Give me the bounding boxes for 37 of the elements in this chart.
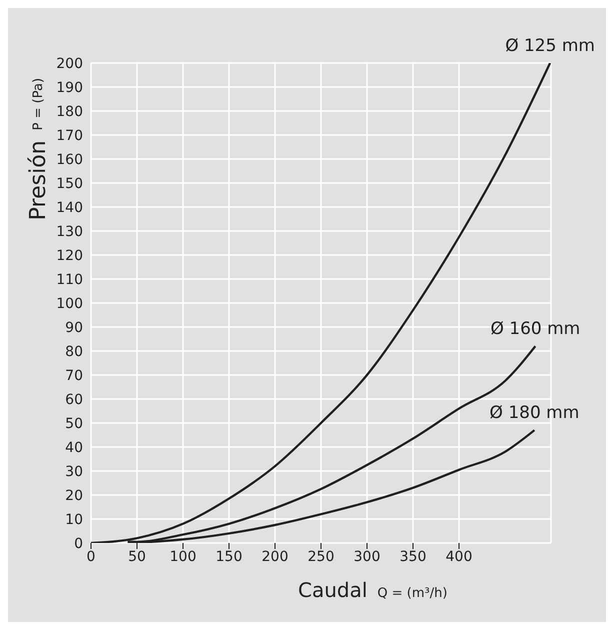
y-tick-label: 60 bbox=[65, 392, 83, 408]
y-tick-label: 120 bbox=[56, 248, 83, 264]
y-axis-title: Presión bbox=[26, 140, 51, 220]
x-tick-label: 150 bbox=[216, 548, 242, 565]
x-tick-label: 0 bbox=[86, 548, 96, 565]
y-tick-label: 190 bbox=[56, 80, 83, 96]
y-tick-label: 20 bbox=[65, 488, 83, 504]
x-axis-title: Caudal bbox=[298, 578, 368, 602]
series-label: Ø 180 mm bbox=[490, 403, 580, 424]
y-tick-label: 70 bbox=[65, 368, 83, 384]
y-tick-label: 80 bbox=[65, 344, 83, 360]
y-tick-label: 0 bbox=[74, 536, 83, 552]
x-tick-label: 50 bbox=[128, 548, 146, 565]
y-tick-label: 110 bbox=[56, 272, 83, 288]
text: Q = (m³/h) bbox=[377, 586, 448, 601]
y-tick-label: 40 bbox=[65, 440, 83, 456]
y-tick-label: 200 bbox=[56, 56, 83, 72]
series-label: Ø 125 mm bbox=[505, 36, 595, 56]
x-tick-label: 350 bbox=[400, 548, 426, 565]
x-tick-label: 100 bbox=[170, 548, 196, 565]
y-tick-label: 30 bbox=[65, 464, 83, 480]
x-tick-label: 250 bbox=[308, 548, 334, 565]
y-tick-label: 50 bbox=[65, 416, 83, 432]
y-tick-label: 10 bbox=[65, 512, 83, 528]
x-tick-label: 200 bbox=[262, 548, 288, 565]
series-label: Ø 160 mm bbox=[490, 319, 580, 340]
y-tick-label: 170 bbox=[56, 128, 83, 144]
y-tick-label: 150 bbox=[56, 176, 83, 192]
y-tick-label: 140 bbox=[56, 200, 83, 216]
y-tick-label: 160 bbox=[56, 152, 83, 168]
x-tick-label: 300 bbox=[354, 548, 380, 565]
text: P = (Pa) bbox=[31, 78, 46, 130]
y-tick-label: 90 bbox=[65, 320, 83, 336]
y-tick-label: 100 bbox=[56, 296, 83, 312]
x-tick-label: 400 bbox=[446, 548, 472, 565]
y-tick-label: 130 bbox=[56, 224, 83, 240]
y-tick-label: 180 bbox=[56, 104, 83, 120]
